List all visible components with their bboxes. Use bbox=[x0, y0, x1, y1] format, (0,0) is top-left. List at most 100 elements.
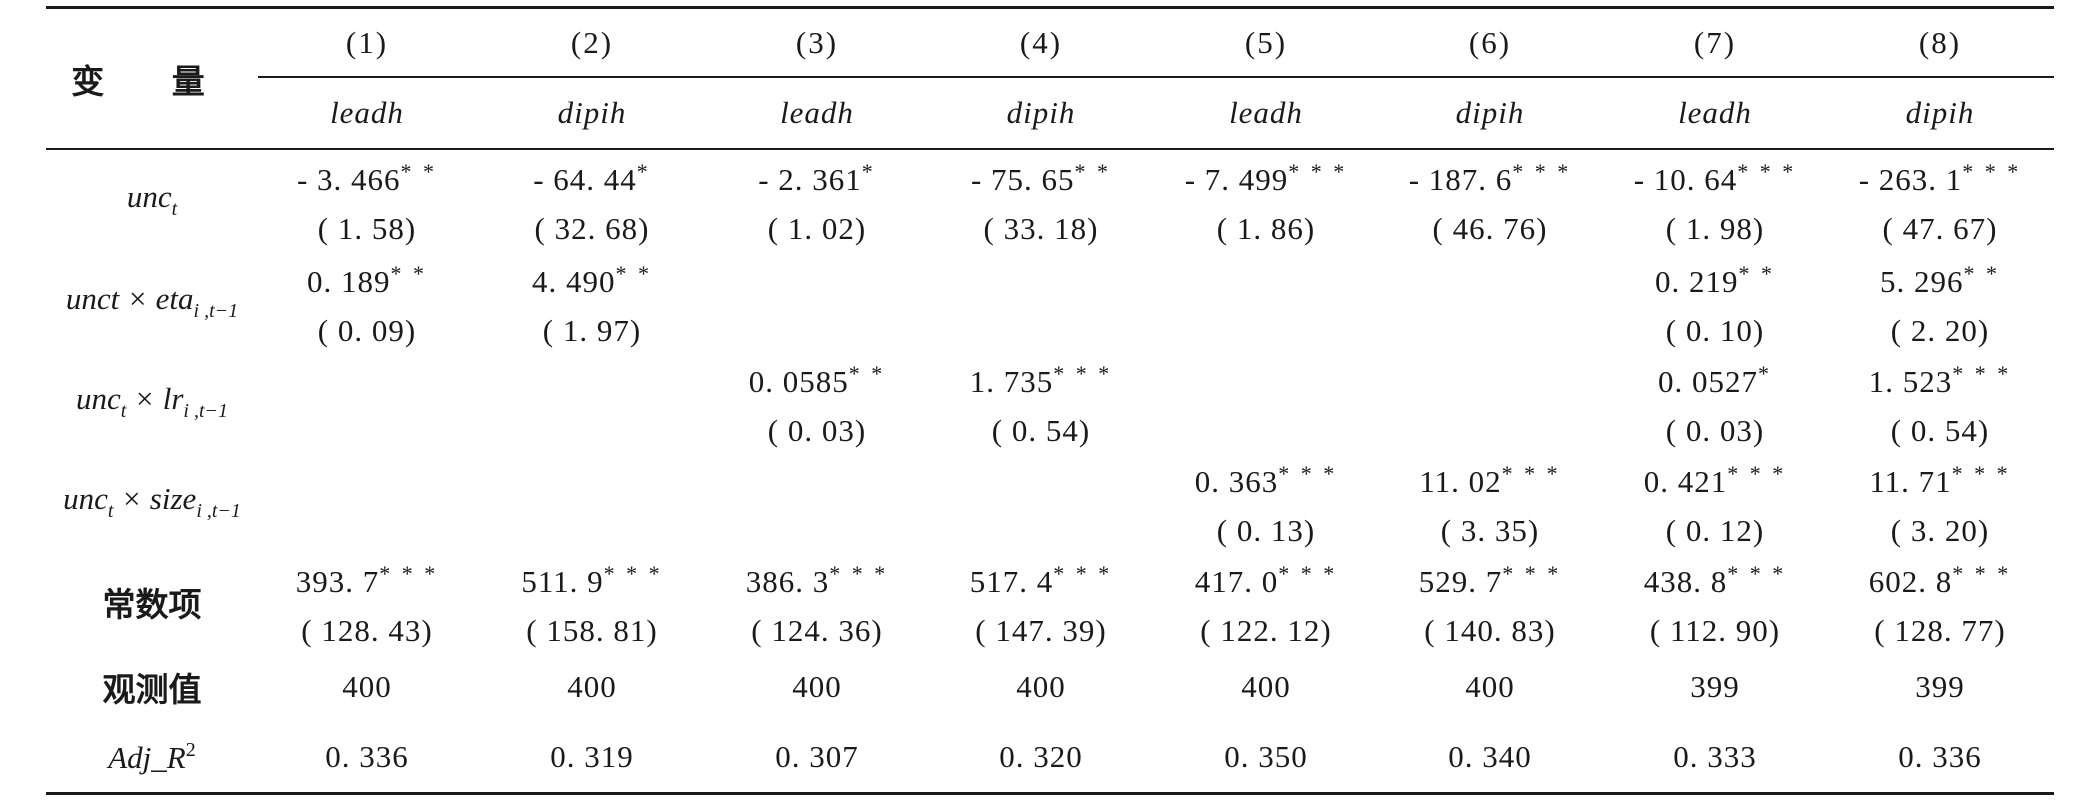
table-cell bbox=[931, 452, 1151, 552]
standard-error: ( 47. 67) bbox=[1882, 211, 1998, 246]
coefficient: 438. 8* * * bbox=[1644, 549, 1787, 607]
standard-error: ( 140. 83) bbox=[1424, 613, 1556, 648]
significance-stars: * * * bbox=[1962, 159, 2022, 184]
table-cell: 1. 735* * * ( 0. 54) bbox=[931, 352, 1151, 452]
table-cell bbox=[707, 452, 927, 552]
standard-error: ( 1. 97) bbox=[542, 313, 642, 348]
significance-stars: * * * bbox=[1278, 461, 1338, 486]
standard-error: ( 0. 03) bbox=[767, 413, 867, 448]
dependent-variable: leadh bbox=[1678, 95, 1752, 130]
standard-error: ( 1. 58) bbox=[317, 211, 417, 246]
table-cell: - 10. 64* * * ( 1. 98) bbox=[1605, 150, 1825, 250]
significance-stars: * bbox=[636, 159, 651, 184]
dependent-variable: leadh bbox=[780, 95, 854, 130]
table-cell bbox=[482, 452, 702, 552]
standard-error: ( 0. 13) bbox=[1216, 513, 1316, 548]
coefficient: - 3. 466* * bbox=[297, 147, 437, 205]
coefficient: 511. 9* * * bbox=[521, 549, 662, 607]
coefficient: - 2. 361* bbox=[758, 147, 876, 205]
significance-stars: * * * bbox=[1053, 361, 1113, 386]
coefficient-value: - 10. 64 bbox=[1633, 162, 1738, 197]
table-cell: 386. 3* * * ( 124. 36) bbox=[707, 552, 927, 652]
coefficient-value: - 263. 1 bbox=[1858, 162, 1963, 197]
coefficient: 4. 490* * bbox=[532, 249, 652, 307]
row-label-main: unct × eta bbox=[65, 281, 194, 316]
significance-stars: * * bbox=[615, 261, 652, 286]
coefficient-value: - 187. 6 bbox=[1408, 162, 1513, 197]
table-cell: - 2. 361* ( 1. 02) bbox=[707, 150, 927, 250]
table-cell: 0. 0527* ( 0. 03) bbox=[1605, 352, 1825, 452]
coefficient-value: 0. 189 bbox=[307, 264, 391, 299]
standard-error: ( 3. 35) bbox=[1440, 513, 1540, 548]
row-label-subscript: t bbox=[171, 198, 178, 220]
standard-error: ( 147. 39) bbox=[975, 613, 1107, 648]
significance-stars: * * bbox=[1738, 261, 1775, 286]
coefficient-value: - 2. 361 bbox=[758, 162, 862, 197]
coefficient: 602. 8* * * bbox=[1869, 549, 2012, 607]
column-number: (7) bbox=[1693, 24, 1737, 60]
coefficient-value: 0. 219 bbox=[1655, 264, 1739, 299]
header-bottom-rule bbox=[46, 148, 2054, 150]
header-sub-rule bbox=[258, 76, 2054, 78]
coefficient-value: 517. 4 bbox=[969, 564, 1054, 599]
standard-error: ( 0. 12) bbox=[1665, 513, 1765, 548]
standard-error: ( 2. 20) bbox=[1890, 313, 1990, 348]
adj-r2-value: 0. 333 bbox=[1673, 739, 1757, 774]
row-label-subscript: i ,t−1 bbox=[193, 300, 239, 322]
row-label-main: unc bbox=[63, 481, 108, 516]
dependent-variable: leadh bbox=[1229, 95, 1303, 130]
significance-stars: * * bbox=[1963, 261, 2000, 286]
adj-r2-value: 0. 350 bbox=[1224, 739, 1308, 774]
row-label-text: 常数项 bbox=[102, 585, 202, 624]
table-cell: 511. 9* * * ( 158. 81) bbox=[482, 552, 702, 652]
significance-stars: * * * bbox=[1501, 461, 1561, 486]
table-cell: - 3. 466* * ( 1. 58) bbox=[257, 150, 477, 250]
table-cell: 11. 71* * * ( 3. 20) bbox=[1830, 452, 2050, 552]
standard-error: ( 1. 86) bbox=[1216, 211, 1316, 246]
table-cell bbox=[1156, 352, 1376, 452]
coefficient-value: 386. 3 bbox=[745, 564, 830, 599]
significance-stars: * bbox=[861, 159, 876, 184]
coefficient: - 263. 1* * * bbox=[1859, 147, 2022, 205]
table-cell: 0. 0585* * ( 0. 03) bbox=[707, 352, 927, 452]
coefficient-value: 0. 421 bbox=[1643, 464, 1728, 499]
significance-stars: * * * bbox=[1512, 159, 1572, 184]
table-cell: 5. 296* * ( 2. 20) bbox=[1830, 252, 2050, 352]
significance-stars: * * * bbox=[1502, 561, 1562, 586]
coefficient-value: 393. 7 bbox=[295, 564, 380, 599]
variable-header: 变 量 bbox=[46, 9, 258, 148]
observations-value: 400 bbox=[567, 669, 617, 704]
variable-header-text: 变 量 bbox=[71, 61, 233, 101]
observations-label: 观测值 bbox=[102, 670, 202, 709]
coefficient-value: 0. 0527 bbox=[1658, 364, 1758, 399]
table-cell: 438. 8* * * ( 112. 90) bbox=[1605, 552, 1825, 652]
coefficient: 517. 4* * * bbox=[970, 549, 1113, 607]
significance-stars: * * * bbox=[1737, 159, 1797, 184]
standard-error: ( 1. 02) bbox=[767, 211, 867, 246]
coefficient: 5. 296* * bbox=[1880, 249, 2000, 307]
significance-stars: * * * bbox=[1288, 159, 1348, 184]
significance-stars: * * * bbox=[1727, 461, 1787, 486]
coefficient: 1. 735* * * bbox=[970, 349, 1113, 407]
table-cell: 1. 523* * * ( 0. 54) bbox=[1830, 352, 2050, 452]
row-label-subscript: t bbox=[107, 500, 114, 522]
row-label-text: unct × etai ,t−1 bbox=[66, 281, 238, 323]
adj-r2-value: 0. 307 bbox=[775, 739, 859, 774]
standard-error: ( 1. 98) bbox=[1665, 211, 1765, 246]
coefficient: 0. 0527* bbox=[1658, 349, 1772, 407]
observations-value: 400 bbox=[1241, 669, 1291, 704]
table-cell: 4. 490* * ( 1. 97) bbox=[482, 252, 702, 352]
row-label-rest-subscript: i ,t−1 bbox=[183, 400, 229, 422]
row-label-rest: × lr bbox=[126, 381, 184, 416]
column-number: (8) bbox=[1918, 24, 1962, 60]
significance-stars: * * bbox=[1074, 159, 1112, 184]
row-label-rest-subscript: i ,t−1 bbox=[196, 500, 241, 522]
table-cell: - 187. 6* * * ( 46. 76) bbox=[1380, 150, 1600, 250]
significance-stars: * * * bbox=[829, 561, 889, 586]
standard-error: ( 124. 36) bbox=[751, 613, 883, 648]
table-cell: 529. 7* * * ( 140. 83) bbox=[1380, 552, 1600, 652]
row-label: unct × lri ,t−1 bbox=[46, 352, 258, 452]
significance-stars: * * * bbox=[1053, 561, 1113, 586]
coefficient: - 10. 64* * * bbox=[1634, 147, 1797, 205]
standard-error: ( 0. 10) bbox=[1665, 313, 1765, 348]
